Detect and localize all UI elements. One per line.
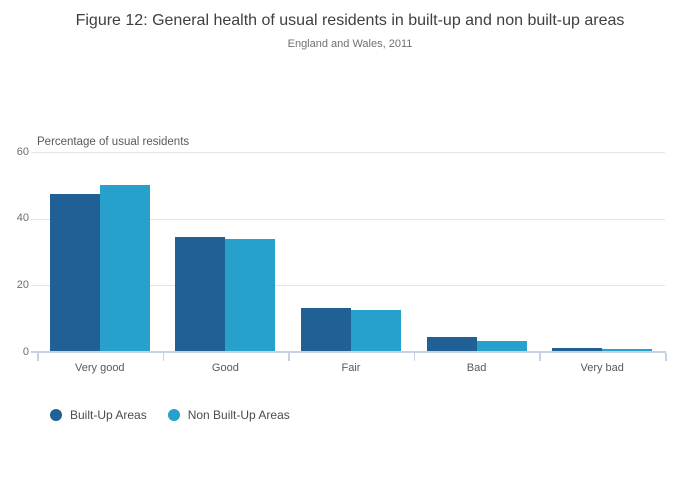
chart-title: Figure 12: General health of usual resid… <box>75 12 625 29</box>
legend-item-built-up-areas[interactable]: Built-Up Areas <box>50 408 147 422</box>
x-axis-label-very-bad: Very bad <box>580 362 624 374</box>
legend-dot-built-up-areas <box>50 409 62 421</box>
y-axis-tick-label: 60 <box>16 145 29 158</box>
bar-non-built-up-areas-very-good <box>99 185 150 352</box>
x-axis-tick <box>539 353 541 361</box>
bar-built-up-areas-very-bad <box>552 348 603 352</box>
legend: Built-Up Areas Non Built-Up Areas <box>50 408 290 422</box>
bar-non-built-up-areas-bad <box>476 341 527 352</box>
x-axis-label-bad: Bad <box>466 362 487 374</box>
x-axis-tick <box>665 353 667 361</box>
x-axis-line <box>31 351 666 353</box>
bar-non-built-up-areas-fair <box>351 310 401 352</box>
gridline-40 <box>31 218 665 220</box>
x-axis-tick <box>162 353 165 361</box>
legend-item-non-built-up-areas[interactable]: Non Built-Up Areas <box>167 408 290 422</box>
x-axis-label-very-good: Very good <box>75 362 125 374</box>
legend-label: Non Built-Up Areas <box>187 408 290 422</box>
x-axis-label-good: Good <box>211 362 239 374</box>
bar-non-built-up-areas-very-bad <box>602 349 653 352</box>
gridline-60 <box>31 152 665 153</box>
bar-built-up-areas-good <box>175 237 226 352</box>
chart-subtitle: England and Wales, 2011 <box>287 38 413 51</box>
x-axis-tick <box>37 353 39 361</box>
bar-non-built-up-areas-good <box>225 239 276 352</box>
bar-built-up-areas-very-good <box>49 194 100 352</box>
y-axis-tick-label: 20 <box>16 278 29 291</box>
legend-dot-non-built-up-areas <box>167 409 180 421</box>
bar-built-up-areas-fair <box>301 308 351 352</box>
x-axis-tick <box>288 353 290 361</box>
legend-label: Built-Up Areas <box>70 408 147 422</box>
y-axis-tick-label: 40 <box>16 212 29 225</box>
bar-built-up-areas-bad <box>426 337 477 352</box>
x-axis-label-fair: Fair <box>341 362 361 374</box>
y-axis-title: Percentage of usual residents <box>37 136 190 148</box>
x-axis-tick <box>413 353 416 361</box>
y-axis-tick-label: 0 <box>22 345 29 358</box>
gridline-20 <box>31 285 665 287</box>
